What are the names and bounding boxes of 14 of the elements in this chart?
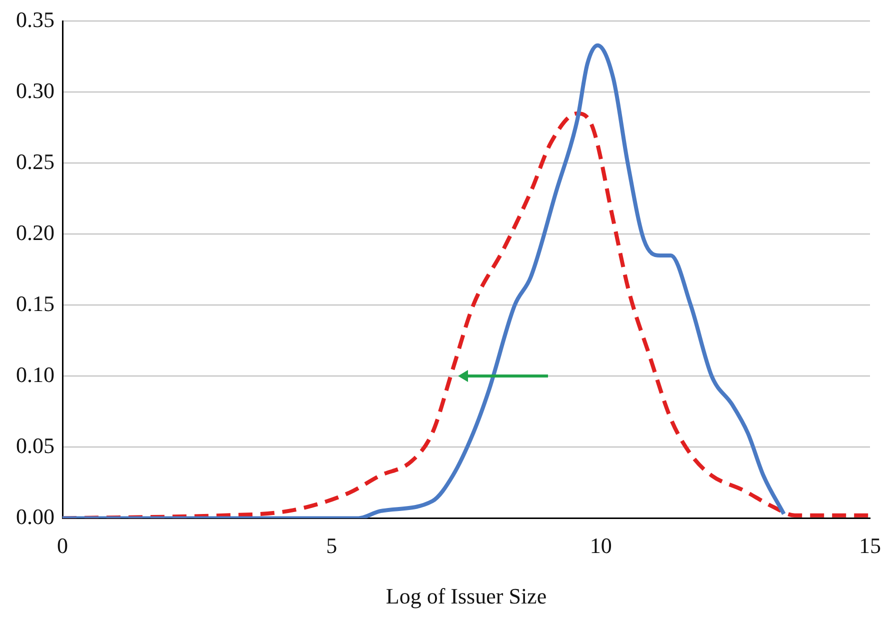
x-tick-label: 0 <box>57 533 68 558</box>
y-tick-label: 0.25 <box>16 148 54 174</box>
x-axis-title: Log of Issuer Size <box>386 584 547 609</box>
y-tick-label: 0.30 <box>16 78 54 103</box>
y-tick-label: 0.00 <box>16 504 54 529</box>
x-tick-label: 15 <box>859 533 881 558</box>
x-tick-label: 5 <box>326 533 338 558</box>
y-tick-label: 0.35 <box>16 6 54 32</box>
y-tick-label: 0.20 <box>16 220 54 245</box>
line-series <box>62 43 786 518</box>
x-tick-label: 10 <box>590 533 612 558</box>
y-tick-label: 0.10 <box>16 362 54 387</box>
y-tick-label: 0.15 <box>16 290 54 316</box>
y-tick-label: 0.05 <box>16 432 54 458</box>
